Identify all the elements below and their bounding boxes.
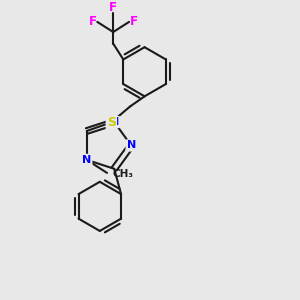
Text: CH₃: CH₃: [112, 169, 133, 179]
Text: N: N: [110, 117, 119, 127]
Text: N: N: [127, 140, 136, 150]
Text: S: S: [107, 116, 116, 129]
Text: F: F: [109, 1, 117, 14]
Text: F: F: [129, 15, 137, 28]
Text: F: F: [89, 15, 97, 28]
Text: N: N: [82, 155, 92, 165]
